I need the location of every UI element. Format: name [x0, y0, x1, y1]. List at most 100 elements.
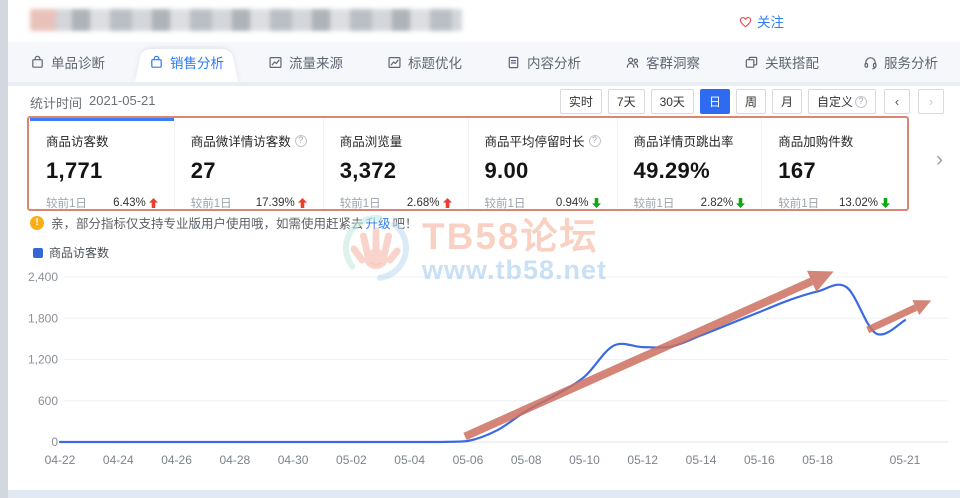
bag-icon	[149, 55, 164, 70]
people-icon	[625, 55, 640, 70]
svg-text:2,400: 2,400	[28, 270, 58, 284]
compare-label: 较前1日	[190, 198, 232, 210]
range-button-周[interactable]: 周	[735, 89, 766, 114]
main-content: 统计时间 2021-05-21 实时 7天 30天日周月自定义? ‹ › 商品访客数 1…	[8, 86, 960, 490]
legend-swatch	[33, 247, 43, 258]
heart-icon	[738, 14, 753, 29]
stat-time-date: 2021-05-21	[89, 93, 156, 108]
question-circle-icon: ?	[855, 95, 867, 108]
up-arrow-icon	[442, 198, 452, 208]
metric-change: 2.68%	[407, 197, 452, 209]
metric-value: 49.29%	[633, 158, 710, 183]
tab-bar: 单品诊断 销售分析 流量来源 标题优化 内容分析 客群洞察 关联搭配 服务分析	[8, 42, 960, 82]
notice-text: 亲，部分指标仅支持专业版用户使用哦，如需使用赶紧去 升级 吧！	[51, 213, 418, 232]
range-button-30天[interactable]: 30天	[650, 89, 694, 114]
upgrade-link[interactable]: 升级	[365, 217, 391, 231]
svg-text:05-04: 05-04	[394, 453, 425, 467]
metric-card-商品详情页跳出率[interactable]: 商品详情页跳出率 49.29% 较前1日 2.82%	[616, 118, 762, 210]
tab-关联搭配[interactable]: 关联搭配	[722, 42, 841, 82]
down-arrow-icon	[881, 198, 891, 208]
svg-text:05-06: 05-06	[453, 453, 484, 467]
chart-legend[interactable]: 商品访客数	[33, 244, 109, 261]
metric-value: 9.00	[484, 158, 529, 183]
stat-time: 统计时间 2021-05-21	[30, 93, 156, 112]
svg-text:05-21: 05-21	[890, 453, 921, 467]
upgrade-notice: ! 亲，部分指标仅支持专业版用户使用哦，如需使用赶紧去 升级 吧！	[30, 213, 418, 232]
metric-card-商品浏览量[interactable]: 商品浏览量 3,372 较前1日 2.68%	[322, 118, 468, 210]
range-button-自定义[interactable]: 自定义?	[807, 89, 876, 114]
svg-text:05-02: 05-02	[336, 453, 367, 467]
tabbar-separator	[8, 82, 960, 86]
metric-change: 0.94%	[556, 197, 601, 209]
date-range-toolbar: 实时 7天 30天日周月自定义? ‹ ›	[554, 89, 944, 114]
metric-change: 13.02%	[839, 197, 891, 209]
bag-icon	[30, 55, 45, 70]
up-arrow-icon	[297, 198, 307, 208]
tab-服务分析[interactable]: 服务分析	[841, 42, 960, 82]
page-left-edge	[0, 0, 8, 498]
watermark-title: TB58论坛	[422, 215, 599, 257]
svg-text:05-12: 05-12	[627, 453, 658, 467]
compare-label: 较前1日	[484, 198, 526, 210]
svg-text:05-18: 05-18	[802, 453, 833, 467]
svg-text:05-10: 05-10	[569, 453, 600, 467]
visitors-line-chart[interactable]: 0 600 1,200 1,800 2,400 04-22 04-24 04-26 04-28 0…	[8, 255, 952, 490]
page-bottom-edge	[8, 490, 960, 498]
tab-销售分析[interactable]: 销售分析	[127, 42, 246, 82]
trend-icon	[387, 55, 402, 70]
overlap-icon	[744, 55, 759, 70]
follow-button[interactable]: 关注	[738, 11, 784, 31]
range-button-实时[interactable]: 实时	[559, 89, 602, 114]
tab-客群洞察[interactable]: 客群洞察	[603, 42, 722, 82]
next-period-button[interactable]: ›	[918, 89, 944, 114]
product-title-redacted	[30, 9, 462, 31]
svg-text:05-14: 05-14	[686, 453, 717, 467]
question-circle-icon: ?	[588, 134, 601, 147]
doc-icon	[506, 55, 521, 70]
stat-time-label: 统计时间	[30, 96, 83, 111]
trend-icon	[268, 55, 283, 70]
compare-label: 较前1日	[633, 198, 675, 210]
metric-value: 27	[190, 158, 216, 183]
tab-流量来源[interactable]: 流量来源	[246, 42, 365, 82]
warning-icon: !	[30, 215, 44, 230]
svg-text:0: 0	[51, 435, 58, 449]
tab-标题优化[interactable]: 标题优化	[365, 42, 484, 82]
prev-period-button[interactable]: ‹	[884, 89, 910, 114]
metric-value: 1,771	[46, 158, 103, 183]
metric-card-商品微详情访客数[interactable]: 商品微详情访客数? 27 较前1日 17.39%	[173, 118, 323, 210]
metric-card-商品访客数[interactable]: 商品访客数 1,771 较前1日 6.43%	[30, 118, 174, 210]
svg-text:04-22: 04-22	[45, 453, 76, 467]
svg-text:05-16: 05-16	[744, 453, 775, 467]
metric-change: 2.82%	[701, 197, 746, 209]
metric-change: 17.39%	[256, 197, 307, 209]
follow-label: 关注	[757, 15, 784, 30]
metric-label: 商品访客数	[46, 135, 109, 149]
metric-card-商品加购件数[interactable]: 商品加购件数 167 较前1日 13.02%	[761, 118, 906, 210]
svg-text:1,200: 1,200	[28, 353, 58, 367]
compare-label: 较前1日	[339, 198, 381, 210]
notice-prefix: 亲，部分指标仅支持专业版用户使用哦，如需使用赶紧去	[51, 217, 364, 231]
svg-text:04-30: 04-30	[278, 453, 309, 467]
range-button-月[interactable]: 月	[771, 89, 802, 114]
range-button-7天[interactable]: 7天	[607, 89, 645, 114]
metric-label: 商品加购件数	[778, 135, 854, 149]
range-button-日[interactable]: 日	[699, 89, 730, 114]
metric-label: 商品微详情访客数	[190, 135, 291, 149]
cards-next-arrow-icon[interactable]: ›	[936, 148, 943, 171]
metric-label: 商品浏览量	[339, 135, 403, 149]
up-arrow-icon	[148, 198, 158, 208]
svg-text:05-08: 05-08	[511, 453, 542, 467]
tab-单品诊断[interactable]: 单品诊断	[8, 42, 127, 82]
legend-label: 商品访客数	[49, 246, 110, 260]
tab-内容分析[interactable]: 内容分析	[484, 42, 603, 82]
svg-text:1,800: 1,800	[28, 311, 58, 325]
metric-value: 3,372	[339, 158, 397, 183]
metric-cards: 商品访客数 1,771 较前1日 6.43% 商品微详情访客数? 27 较前1日…	[30, 118, 906, 210]
metric-card-商品平均停留时长[interactable]: 商品平均停留时长? 9.00 较前1日 0.94%	[467, 118, 617, 210]
compare-label: 较前1日	[778, 198, 820, 210]
svg-text:04-26: 04-26	[161, 453, 192, 467]
headset-icon	[863, 55, 878, 70]
metric-label: 商品详情页跳出率	[633, 135, 734, 149]
